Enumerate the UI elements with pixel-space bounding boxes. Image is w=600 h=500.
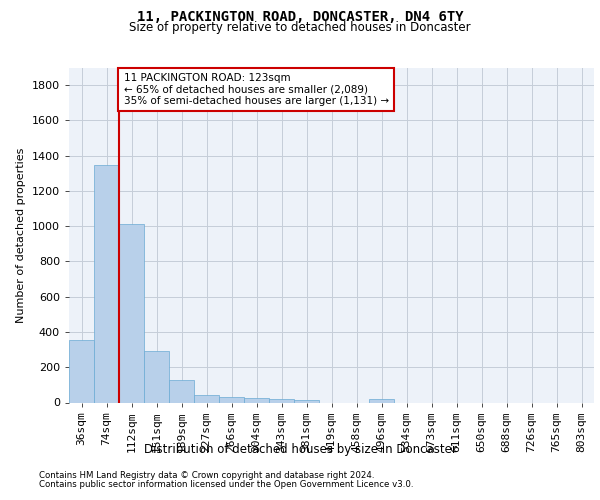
Bar (194, 396, 219, 402)
Text: Contains HM Land Registry data © Crown copyright and database right 2024.: Contains HM Land Registry data © Crown c… (39, 471, 374, 480)
Bar (244, 398, 269, 402)
Text: Contains public sector information licensed under the Open Government Licence v3: Contains public sector information licen… (39, 480, 413, 489)
Bar (269, 399, 294, 402)
Text: 11 PACKINGTON ROAD: 123sqm
← 65% of detached houses are smaller (2,089)
35% of s: 11 PACKINGTON ROAD: 123sqm ← 65% of deta… (124, 73, 389, 106)
Bar (369, 398, 394, 402)
Text: Size of property relative to detached houses in Doncaster: Size of property relative to detached ho… (129, 21, 471, 34)
Bar (119, 224, 144, 402)
Bar (169, 380, 194, 402)
Bar (219, 396, 244, 402)
Text: Distribution of detached houses by size in Doncaster: Distribution of detached houses by size … (143, 442, 457, 456)
Y-axis label: Number of detached properties: Number of detached properties (16, 148, 26, 322)
Bar (144, 352, 169, 403)
Bar (69, 340, 94, 402)
Text: 11, PACKINGTON ROAD, DONCASTER, DN4 6TY: 11, PACKINGTON ROAD, DONCASTER, DN4 6TY (137, 10, 463, 24)
Bar (94, 166, 119, 402)
Bar (294, 400, 319, 402)
